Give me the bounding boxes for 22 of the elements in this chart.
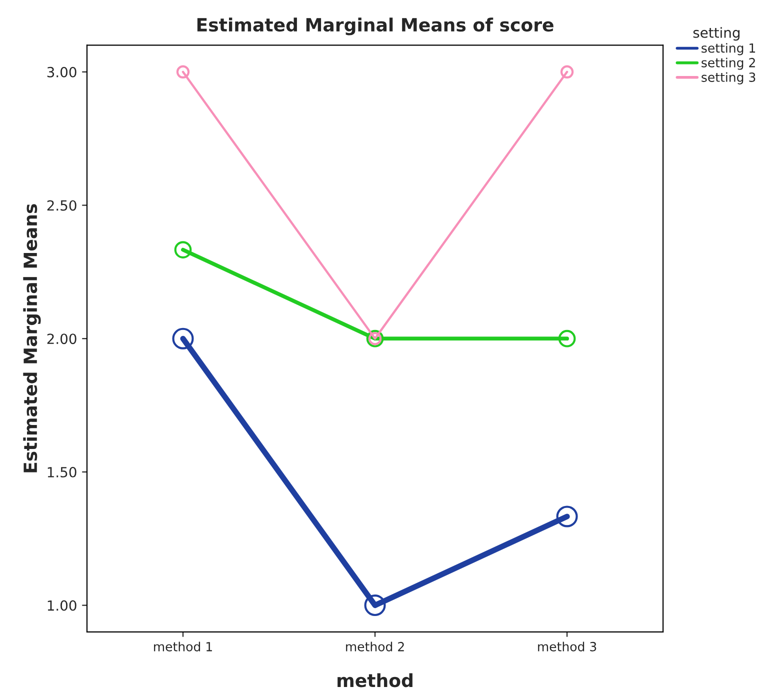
legend-label: setting 1 (702, 43, 756, 56)
point (560, 65, 574, 79)
y-tick-label: 2.50 (47, 200, 76, 211)
point (364, 594, 386, 616)
point (556, 506, 578, 528)
y-tick-label: 1.00 (48, 600, 76, 611)
legend-label: setting 3 (702, 72, 756, 84)
x-tick-label: method 3 (538, 642, 596, 652)
point (174, 241, 192, 258)
y-tick-label: 1.50 (48, 466, 76, 478)
legend-title: setting (693, 27, 740, 41)
y-axis-title: Estimated Marginal Means (23, 204, 41, 472)
chart-title: Estimated Marginal Means of score (197, 18, 554, 36)
x-tick-label: method 1 (154, 642, 212, 652)
point (172, 328, 194, 350)
point (176, 65, 190, 79)
legend-label: setting 2 (702, 58, 755, 70)
point (558, 330, 576, 348)
y-tick-label: 3.00 (47, 66, 76, 78)
y-tick-label: 2.00 (47, 334, 76, 344)
x-tick-label: method 2 (346, 642, 404, 652)
x-axis-title: method (338, 673, 412, 688)
